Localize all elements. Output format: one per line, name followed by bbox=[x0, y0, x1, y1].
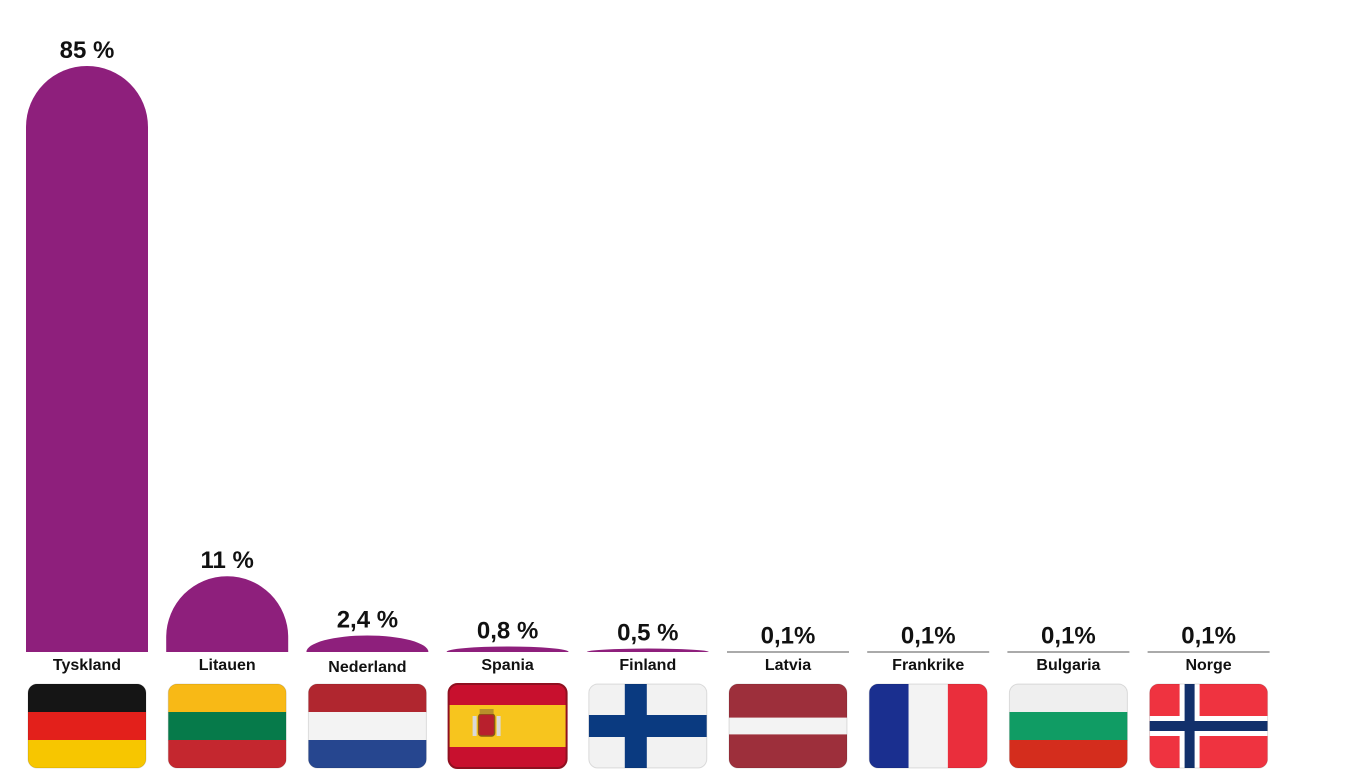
value-label-nederland: 2,4 % bbox=[337, 606, 398, 633]
value-label-bulgaria: 0,1% bbox=[1041, 622, 1096, 649]
category-label-nederland: Nederland bbox=[328, 659, 406, 676]
germany-flag bbox=[27, 683, 147, 769]
bar-litauen bbox=[166, 576, 289, 652]
bars bbox=[26, 66, 1270, 653]
bulgaria-flag bbox=[1008, 683, 1128, 769]
value-labels: 85 % 11 % 2,4 % 0,8 % 0,5 % 0,1% 0,1% 0,1% 0,1% bbox=[60, 37, 1236, 649]
value-label-tyskland: 85 % bbox=[60, 37, 115, 64]
value-label-finland: 0,5 % bbox=[617, 620, 678, 647]
value-label-spania: 0,8 % bbox=[477, 617, 538, 644]
category-label-norge: Norge bbox=[1185, 657, 1231, 674]
bar-tyskland bbox=[26, 66, 148, 652]
value-label-latvia: 0,1% bbox=[761, 622, 816, 649]
finland-flag bbox=[588, 683, 708, 769]
value-label-norge: 0,1% bbox=[1181, 622, 1236, 649]
netherlands-flag bbox=[307, 683, 427, 769]
category-label-litauen: Litauen bbox=[199, 657, 256, 674]
norway-flag bbox=[1149, 683, 1269, 769]
flags bbox=[27, 683, 1269, 769]
category-labels: Tyskland Litauen Nederland Spania Finland Lat… bbox=[53, 657, 1232, 676]
bar-finland bbox=[586, 648, 709, 652]
category-label-bulgaria: Bulgaria bbox=[1036, 657, 1100, 674]
lithuania-flag bbox=[167, 683, 287, 769]
value-label-frankrike: 0,1% bbox=[901, 622, 956, 649]
france-flag bbox=[868, 683, 988, 769]
category-label-latvia: Latvia bbox=[765, 657, 811, 674]
value-label-litauen: 11 % bbox=[201, 547, 254, 574]
latvia-flag bbox=[728, 683, 848, 769]
category-label-finland: Finland bbox=[619, 657, 676, 674]
category-label-spania: Spania bbox=[481, 657, 534, 674]
bar-nederland bbox=[306, 635, 429, 652]
category-label-frankrike: Frankrike bbox=[892, 657, 964, 674]
bar-spania bbox=[446, 646, 569, 652]
spain-flag bbox=[447, 683, 568, 769]
category-label-tyskland: Tyskland bbox=[53, 657, 121, 674]
